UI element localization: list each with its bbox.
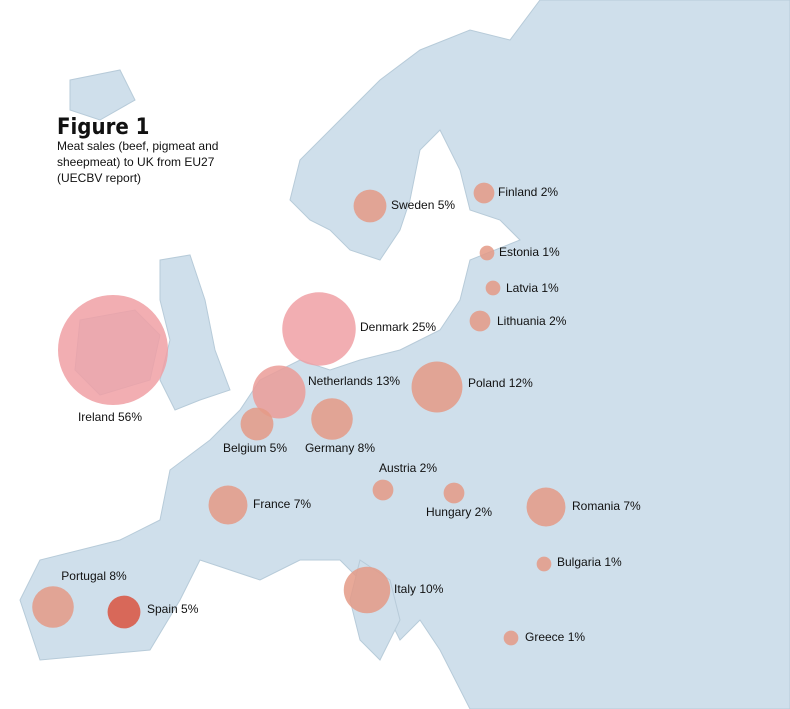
country-label: Finland 2% bbox=[498, 185, 558, 199]
country-name: Belgium bbox=[223, 441, 266, 455]
country-name: Sweden bbox=[391, 198, 434, 212]
country-label: Estonia 1% bbox=[499, 245, 560, 259]
country-name: Bulgaria bbox=[557, 555, 601, 569]
country-name: Hungary bbox=[426, 505, 471, 519]
bubble bbox=[32, 586, 74, 628]
country-label: Netherlands 13% bbox=[308, 374, 400, 388]
value-label: 25% bbox=[412, 320, 436, 334]
country-name: Spain bbox=[147, 602, 178, 616]
bubble bbox=[479, 245, 495, 261]
bubble bbox=[208, 485, 248, 525]
value-label: 2% bbox=[420, 461, 438, 475]
country-name: Estonia bbox=[499, 245, 539, 259]
bubble bbox=[343, 566, 391, 614]
bubble bbox=[536, 556, 552, 572]
bubble bbox=[353, 189, 387, 223]
bubbles bbox=[32, 182, 566, 646]
country-label: Portugal 8% bbox=[61, 569, 127, 583]
value-label: 12% bbox=[509, 376, 533, 390]
country-name: Latvia bbox=[506, 281, 538, 295]
value-label: 10% bbox=[419, 582, 443, 596]
country-label: Poland 12% bbox=[468, 376, 533, 390]
bubble bbox=[311, 398, 353, 440]
country-label: Latvia 1% bbox=[506, 281, 559, 295]
bubble bbox=[443, 482, 465, 504]
country-label: Germany 8% bbox=[305, 441, 375, 455]
value-label: 2% bbox=[475, 505, 493, 519]
bubble bbox=[252, 365, 306, 419]
value-label: 1% bbox=[568, 630, 586, 644]
value-label: 7% bbox=[623, 499, 641, 513]
value-label: 1% bbox=[541, 281, 559, 295]
value-label: 1% bbox=[604, 555, 622, 569]
country-label: Denmark 25% bbox=[360, 320, 436, 334]
bubble bbox=[485, 280, 501, 296]
country-label: Bulgaria 1% bbox=[557, 555, 622, 569]
subtitle-line: (UECBV report) bbox=[57, 171, 141, 185]
bubble bbox=[503, 630, 519, 646]
subtitle-line: sheepmeat) to UK from EU27 bbox=[57, 155, 215, 169]
value-label: 5% bbox=[181, 602, 199, 616]
value-label: 1% bbox=[542, 245, 560, 259]
value-label: 8% bbox=[358, 441, 376, 455]
country-label: Hungary 2% bbox=[426, 505, 492, 519]
country-label: Greece 1% bbox=[525, 630, 585, 644]
country-name: Denmark bbox=[360, 320, 410, 334]
bubble bbox=[411, 361, 463, 413]
bubble bbox=[473, 182, 495, 204]
country-label: France 7% bbox=[253, 497, 311, 511]
great-britain bbox=[159, 254, 231, 411]
country-name: Lithuania bbox=[497, 314, 546, 328]
country-label: Ireland 56% bbox=[78, 410, 142, 424]
country-label: Belgium 5% bbox=[223, 441, 287, 455]
value-label: 5% bbox=[438, 198, 456, 212]
bubble bbox=[107, 595, 141, 629]
country-name: Italy bbox=[394, 582, 416, 596]
country-label: Italy 10% bbox=[394, 582, 444, 596]
country-name: Romania bbox=[572, 499, 620, 513]
country-name: Austria bbox=[379, 461, 417, 475]
value-label: 8% bbox=[109, 569, 127, 583]
value-label: 56% bbox=[118, 410, 142, 424]
value-label: 5% bbox=[270, 441, 288, 455]
value-label: 2% bbox=[541, 185, 559, 199]
bubble bbox=[240, 407, 274, 441]
value-label: 13% bbox=[376, 374, 400, 388]
country-label: Romania 7% bbox=[572, 499, 641, 513]
figure-title: Figure 1 bbox=[57, 115, 149, 140]
country-name: Poland bbox=[468, 376, 505, 390]
country-name: Germany bbox=[305, 441, 354, 455]
country-name: Ireland bbox=[78, 410, 115, 424]
continent bbox=[19, 0, 790, 709]
bubble bbox=[469, 310, 491, 332]
subtitle-line: Meat sales (beef, pigmeat and bbox=[57, 139, 218, 153]
bubble bbox=[526, 487, 566, 527]
country-label: Sweden 5% bbox=[391, 198, 455, 212]
country-name: Portugal bbox=[61, 569, 106, 583]
iceland bbox=[69, 69, 136, 121]
country-name: Netherlands bbox=[308, 374, 373, 388]
country-label: Spain 5% bbox=[147, 602, 199, 616]
country-name: Finland bbox=[498, 185, 537, 199]
bubble bbox=[282, 292, 356, 366]
bubble bbox=[372, 479, 394, 501]
bubble bbox=[58, 295, 168, 405]
country-label: Austria 2% bbox=[379, 461, 437, 475]
labels: Sweden 5%Finland 2%Estonia 1%Latvia 1%Li… bbox=[61, 185, 641, 644]
value-label: 2% bbox=[549, 314, 567, 328]
value-label: 7% bbox=[294, 497, 312, 511]
country-name: France bbox=[253, 497, 291, 511]
country-label: Lithuania 2% bbox=[497, 314, 567, 328]
country-name: Greece bbox=[525, 630, 565, 644]
